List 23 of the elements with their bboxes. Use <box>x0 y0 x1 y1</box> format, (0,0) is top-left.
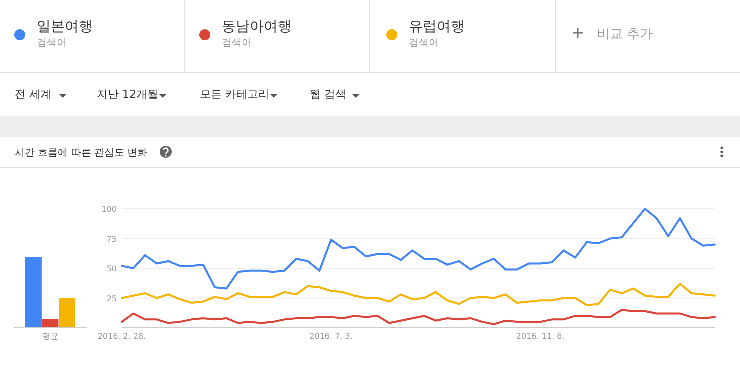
y-tick-label: 50 <box>106 264 117 274</box>
text: 웹 검색 <box>310 88 346 101</box>
line-series <box>121 282 716 306</box>
x-tick-label: 2016. 11. 6. <box>516 332 565 341</box>
legend-label: 동남아여행 <box>222 19 292 35</box>
y-tick-label: 75 <box>106 234 117 244</box>
text: 전 세계 <box>15 88 52 101</box>
line-series <box>121 208 716 290</box>
x-tick-label: 평균 <box>42 332 58 341</box>
text: 검색어 <box>37 38 67 49</box>
legend-label: 유럽여행 <box>409 19 465 35</box>
y-tick-label: 100 <box>102 205 117 214</box>
text: 비교 추가 <box>597 27 654 42</box>
x-tick-label: 2016. 7. 3. <box>310 332 353 341</box>
x-tick-label: 2016. 2. 28. <box>98 332 146 341</box>
text: 모든 카테고리 <box>200 88 270 101</box>
line-series <box>121 309 716 326</box>
chart-title: 시간 흐름에 따른 관심도 변화 <box>15 148 148 159</box>
legend-label: 일본여행 <box>37 19 93 35</box>
text: 검색어 <box>222 38 252 49</box>
y-tick-label: 25 <box>106 294 117 304</box>
text: 지난 12개월 <box>97 88 158 101</box>
text: 검색어 <box>409 38 439 49</box>
